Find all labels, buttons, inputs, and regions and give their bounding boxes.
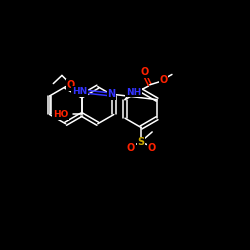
Text: O: O (160, 75, 168, 85)
Text: O: O (126, 143, 135, 153)
Text: HN: HN (72, 87, 87, 96)
Text: N: N (107, 89, 116, 99)
Text: HO: HO (53, 110, 68, 119)
Text: O: O (140, 67, 148, 77)
Text: O: O (66, 80, 75, 90)
Text: S: S (138, 137, 144, 147)
Text: NH: NH (126, 88, 141, 97)
Text: O: O (147, 143, 156, 153)
